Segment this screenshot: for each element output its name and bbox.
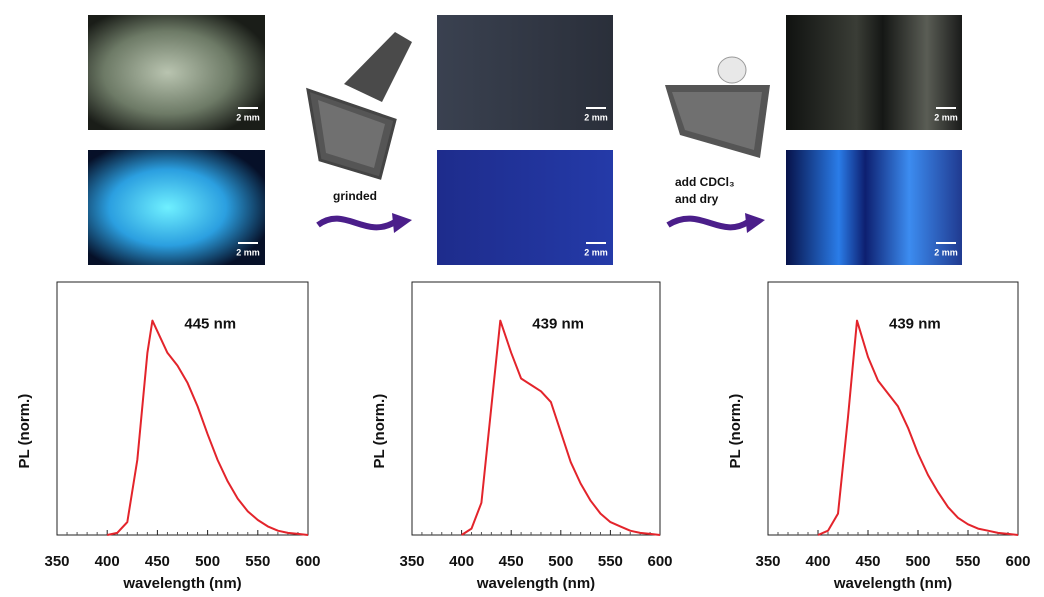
x-tick-label: 600	[295, 553, 320, 570]
arrow-head	[392, 213, 412, 233]
x-tick-label: 600	[1005, 553, 1030, 570]
x-tick-label: 500	[548, 553, 573, 570]
photos: 2 mm 2 mm 2 mm 2 mm 2 mm 2 mm	[88, 15, 962, 265]
x-tick-label: 350	[44, 553, 69, 570]
scale-bar-label: 2 mm	[934, 112, 958, 122]
x-tick-label: 400	[95, 553, 120, 570]
peak-annotation: 439 nm	[532, 316, 584, 333]
pestle	[344, 32, 412, 102]
x-tick-label: 450	[499, 553, 524, 570]
peak-annotation: 445 nm	[184, 316, 236, 333]
x-tick-label: 350	[755, 553, 780, 570]
pl-curve	[107, 321, 308, 535]
plot-frame	[57, 282, 308, 535]
scale-bar-label: 2 mm	[584, 112, 608, 122]
figure: 2 mm 2 mm 2 mm 2 mm 2 mm 2 mm grinded ad…	[0, 0, 1044, 597]
x-tick-label: 600	[647, 553, 672, 570]
y-axis-label: PL (norm.)	[16, 394, 33, 469]
arrow	[318, 219, 395, 228]
x-tick-label: 500	[195, 553, 220, 570]
arrow-head	[745, 213, 765, 233]
x-tick-label: 400	[805, 553, 830, 570]
x-tick-label: 400	[449, 553, 474, 570]
x-tick-label: 350	[399, 553, 424, 570]
peak-annotation: 439 nm	[889, 316, 941, 333]
step-label: add CDCl₃	[675, 175, 735, 189]
scale-bar-label: 2 mm	[584, 247, 608, 257]
x-tick-label: 450	[855, 553, 880, 570]
arrow	[668, 219, 748, 228]
step-label: grinded	[333, 189, 377, 203]
x-axis-label: wavelength (nm)	[476, 575, 595, 592]
step-label: and dry	[675, 192, 719, 206]
scale-bar-label: 2 mm	[236, 112, 260, 122]
scale-bar-label: 2 mm	[934, 247, 958, 257]
y-axis-label: PL (norm.)	[727, 394, 744, 469]
x-tick-label: 550	[955, 553, 980, 570]
droplet	[718, 57, 746, 83]
y-axis-label: PL (norm.)	[371, 394, 388, 469]
x-tick-label: 500	[905, 553, 930, 570]
x-tick-label: 550	[245, 553, 270, 570]
scale-bar-label: 2 mm	[236, 247, 260, 257]
x-tick-label: 550	[598, 553, 623, 570]
x-axis-label: wavelength (nm)	[833, 575, 952, 592]
x-tick-label: 450	[145, 553, 170, 570]
pl-curve	[462, 321, 660, 535]
pl-curve	[818, 321, 1018, 535]
x-axis-label: wavelength (nm)	[122, 575, 241, 592]
